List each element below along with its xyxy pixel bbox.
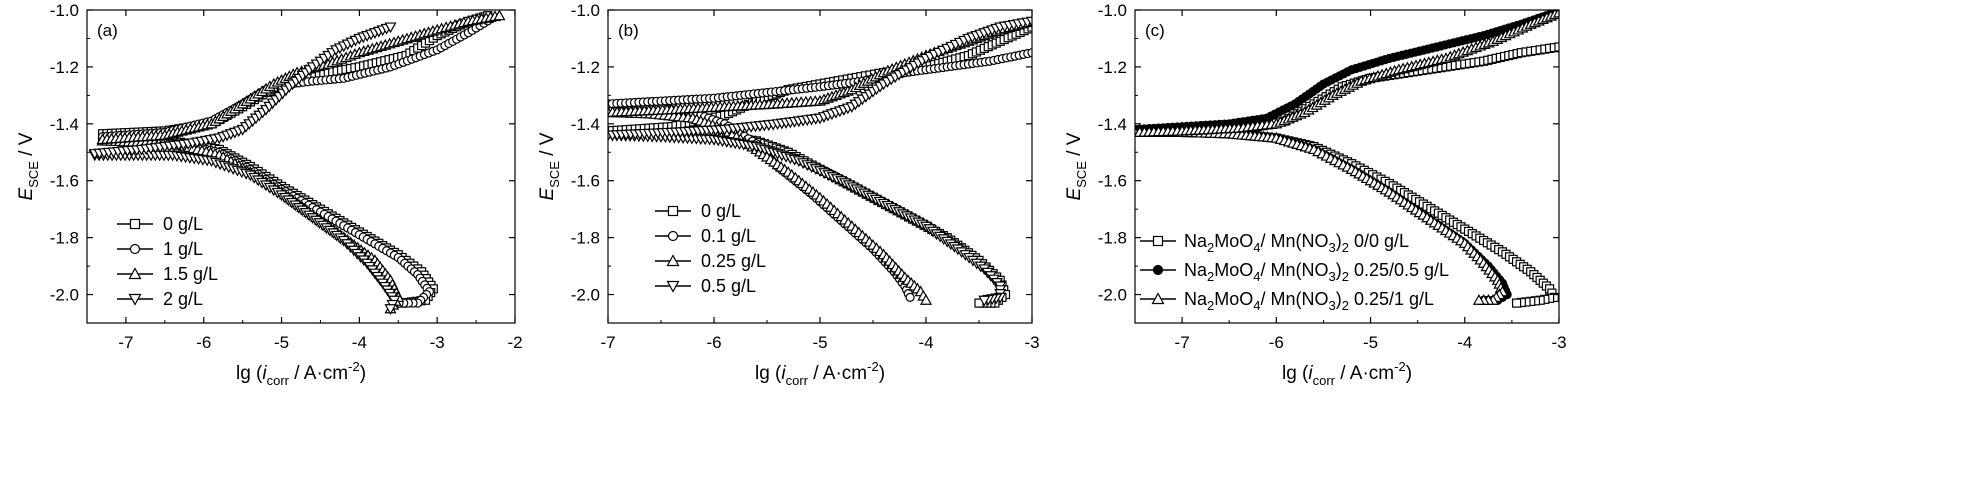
x-tick-label: -3: [1024, 333, 1039, 352]
plot-area: [608, 15, 1032, 308]
y-tick-label: -1.2: [571, 58, 600, 77]
series-3: [1135, 10, 1559, 305]
x-tick-label: -5: [1363, 333, 1378, 352]
data-point: [1552, 10, 1559, 18]
y-tick-label: -1.8: [1098, 229, 1127, 248]
x-tick-label: -5: [812, 333, 827, 352]
legend-label: Na2MoO4/ Mn(NO3)2 0.25/1 g/L: [1184, 289, 1434, 313]
data-point: [919, 294, 933, 305]
series-3: [96, 10, 506, 314]
x-axis-label: lg (icorr / A·cm-2): [236, 359, 366, 388]
y-tick-label: -1.4: [571, 115, 600, 134]
data-point: [384, 22, 397, 34]
panel-label: (b): [618, 21, 639, 40]
series-1: [97, 11, 493, 308]
y-tick-label: -1.2: [50, 58, 79, 77]
legend-marker-circle: [129, 243, 141, 255]
x-axis-label: lg (icorr / A·cm-2): [755, 359, 885, 388]
plot-frame: [1134, 9, 1560, 324]
y-tick-label: -2.0: [1098, 286, 1127, 305]
x-tick-label: -6: [706, 333, 721, 352]
x-tick-label: -4: [1457, 333, 1472, 352]
data-point: [384, 304, 397, 316]
plot-area: [88, 10, 506, 316]
data-point: [493, 10, 506, 21]
y-tick-label: -2.0: [571, 286, 600, 305]
plot-area: [1135, 10, 1559, 308]
legend-marker-square: [129, 218, 141, 230]
legend-marker-square: [1152, 235, 1164, 247]
legend-label: 1 g/L: [163, 239, 203, 259]
y-tick-label: -2.0: [50, 286, 79, 305]
legend: 0 g/L 0.1 g/L 0.25 g/L 0.5 g/L: [655, 201, 766, 296]
chart-panel-3: -7 -6 -5 -4 -3 -1.0 -1.2 -1.4 -1.6 -1.8 -2.0 (c) lg …: [1064, 1, 1567, 388]
chart-panel-1: -7 -6 -5 -4 -3 -2 -1.0 -1.2 -1.4 -1.6 -1.8 -2.0 (a) l…: [16, 1, 523, 388]
panel-label: (a): [97, 21, 118, 40]
y-tick-label: -1.0: [50, 1, 79, 20]
legend-label: 0 g/L: [701, 201, 741, 221]
data-point: [978, 295, 991, 307]
y-tick-label: -1.6: [571, 172, 600, 191]
legend-marker-triangle-up: [1151, 292, 1165, 305]
x-tick-label: -6: [196, 333, 211, 352]
legend-label: Na2MoO4/ Mn(NO3)2 0.25/0.5 g/L: [1184, 260, 1449, 284]
panel-label: (c): [1145, 21, 1165, 40]
x-axis-label: lg (icorr / A·cm-2): [1282, 359, 1412, 388]
data-point: [1511, 298, 1522, 308]
y-axis-label: ESCE / V: [1064, 132, 1089, 200]
y-tick-label: -1.0: [1098, 1, 1127, 20]
legend-label: 0.1 g/L: [701, 226, 756, 246]
series-4: [608, 16, 1032, 307]
legend-marker-circle-filled: [1152, 264, 1164, 276]
x-tick-label: -3: [430, 333, 445, 352]
data-point: [905, 292, 915, 302]
legend-label: Na2MoO4/ Mn(NO3)2 0/0 g/L: [1184, 231, 1409, 255]
y-axis-label: ESCE / V: [537, 132, 562, 200]
legend-marker-triangle-down: [128, 293, 142, 306]
y-tick-label: -1.4: [1098, 115, 1127, 134]
data-point: [1027, 48, 1032, 58]
y-tick-label: -1.0: [571, 1, 600, 20]
x-tick-label: -7: [600, 333, 615, 352]
legend-marker-triangle-down: [666, 280, 680, 293]
legend-label: 0.25 g/L: [701, 251, 766, 271]
x-tick-label: -3: [1551, 333, 1566, 352]
y-tick-label: -1.6: [50, 172, 79, 191]
data-point: [1554, 42, 1559, 52]
chart-panel-2: -7 -6 -5 -4 -3 -1.0 -1.2 -1.4 -1.6 -1.8 -2.0 (b) lg …: [537, 1, 1040, 388]
y-tick-label: -1.6: [1098, 172, 1127, 191]
legend-label: 2 g/L: [163, 289, 203, 309]
legend-marker-triangle-up: [666, 254, 680, 267]
series-2: [97, 13, 497, 308]
legend-marker-triangle-up: [128, 267, 142, 280]
x-tick-label: -6: [1269, 333, 1284, 352]
plot-frame: [86, 9, 516, 324]
x-tick-label: -5: [274, 333, 289, 352]
y-tick-label: -1.4: [50, 115, 79, 134]
legend: Na2MoO4/ Mn(NO3)2 0/0 g/L Na2MoO4/ Mn(NO3…: [1140, 231, 1449, 313]
x-tick-label: -4: [918, 333, 933, 352]
data-point: [1025, 16, 1032, 28]
x-tick-label: -7: [118, 333, 133, 352]
x-tick-label: -2: [507, 333, 522, 352]
legend-marker-circle: [667, 230, 679, 242]
legend-marker-square: [667, 205, 679, 217]
x-tick-label: -7: [1175, 333, 1190, 352]
y-tick-label: -1.2: [1098, 58, 1127, 77]
legend-label: 0 g/L: [163, 214, 203, 234]
series-4: [88, 22, 401, 316]
x-tick-label: -4: [352, 333, 367, 352]
y-axis-label: ESCE / V: [16, 132, 41, 200]
y-tick-label: -1.8: [571, 229, 600, 248]
legend-label: 1.5 g/L: [163, 264, 218, 284]
legend-label: 0.5 g/L: [701, 276, 756, 296]
y-tick-label: -1.8: [50, 229, 79, 248]
legend: 0 g/L 1 g/L 1.5 g/L 2 g/L: [117, 214, 218, 309]
data-point: [1472, 294, 1485, 305]
